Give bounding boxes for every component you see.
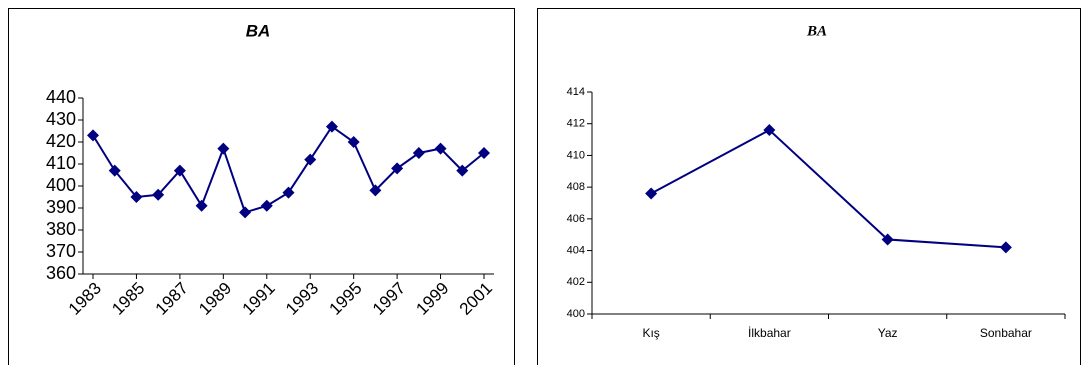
y-tick-label: 430	[46, 109, 76, 129]
marker	[763, 124, 776, 137]
marker	[999, 241, 1012, 254]
marker	[347, 136, 360, 148]
y-tick-label: 410	[46, 153, 76, 173]
y-tick-label: 410	[567, 149, 585, 161]
marker	[412, 147, 425, 159]
x-tick-label: Yaz	[878, 326, 898, 340]
y-tick-label: 404	[567, 244, 585, 256]
panel	[8, 8, 515, 365]
marker	[881, 233, 894, 246]
marker	[152, 188, 165, 201]
marker	[304, 153, 317, 166]
x-tick-label: Kış	[642, 326, 659, 340]
y-tick-label: 412	[567, 118, 585, 130]
marker	[173, 164, 186, 177]
marker	[478, 147, 490, 159]
marker	[645, 187, 658, 200]
marker	[434, 142, 447, 155]
marker	[282, 186, 295, 199]
x-tick-label: Sonbahar	[980, 326, 1032, 340]
marker	[239, 206, 252, 219]
marker	[108, 164, 121, 177]
marker	[369, 184, 382, 197]
y-tick-label: 406	[567, 213, 585, 225]
y-tick-label: 420	[46, 131, 76, 151]
y-tick-label: 360	[46, 263, 76, 283]
marker	[130, 191, 143, 203]
y-tick-label: 400	[46, 175, 76, 195]
y-tick-label: 402	[567, 276, 585, 288]
chart-title: BA	[246, 21, 271, 40]
y-tick-label: 414	[567, 86, 585, 98]
series-line	[650, 128, 1006, 249]
y-tick-label: 440	[46, 87, 76, 107]
marker	[391, 162, 404, 175]
y-tick-label: 390	[46, 197, 76, 217]
marker	[217, 142, 230, 155]
panel	[537, 8, 1081, 365]
marker	[325, 120, 338, 133]
marker	[195, 199, 208, 212]
marker	[87, 129, 99, 142]
y-tick-label: 370	[46, 241, 76, 261]
y-tick-label: 408	[567, 181, 585, 193]
chart-title: BA	[806, 23, 827, 39]
y-tick-label: 400	[567, 308, 585, 320]
marker	[260, 199, 273, 212]
x-tick-label: İlkbahar	[748, 326, 791, 340]
marker	[456, 164, 469, 177]
y-tick-label: 380	[46, 219, 76, 239]
